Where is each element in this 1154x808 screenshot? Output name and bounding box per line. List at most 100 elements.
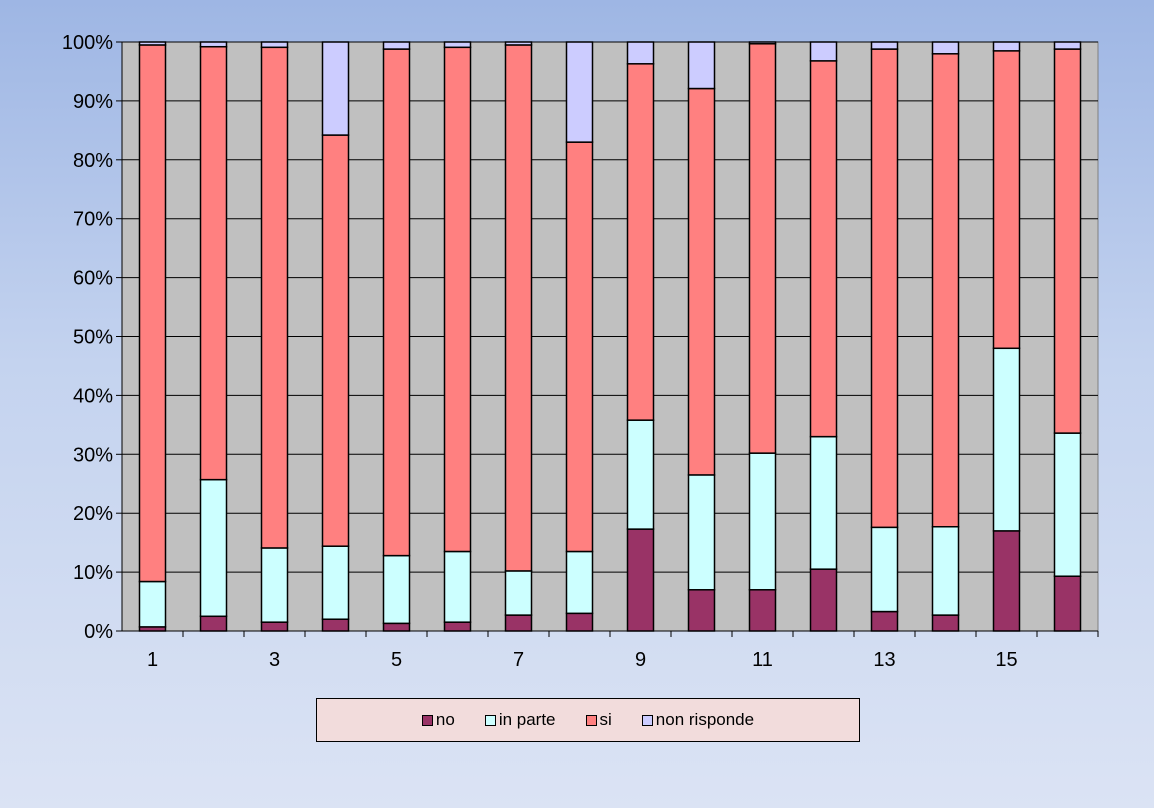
x-tick-label: 13 <box>873 649 895 671</box>
y-tick-label: 70% <box>73 209 113 231</box>
y-tick-label: 100% <box>62 32 113 54</box>
bar-segment <box>748 452 777 591</box>
legend-item: no <box>421 710 455 730</box>
bars <box>138 41 1082 632</box>
bar-segment <box>992 41 1021 52</box>
bar-segment <box>1053 41 1082 50</box>
bar-segment <box>626 41 655 65</box>
legend-swatch <box>421 714 433 726</box>
bar-segment <box>321 134 350 547</box>
bar-segment <box>748 41 777 45</box>
y-tick-labels: 0% 10% 20% 30% 40% 50% 60% 70% 80% 90% 100% <box>62 32 122 643</box>
x-tick-labels: 1 3 5 7 9 11 13 15 <box>147 631 1099 671</box>
bar-segment <box>199 41 228 48</box>
y-tick-label: 20% <box>73 503 113 525</box>
bar-segment <box>748 43 777 454</box>
legend-item: non risponde <box>641 710 755 730</box>
bar-segment <box>1053 48 1082 434</box>
bar-segment <box>748 589 777 632</box>
legend-swatch <box>641 714 653 726</box>
bar-segment <box>626 528 655 632</box>
bar-segment <box>382 41 411 50</box>
legend-item: si <box>585 710 612 730</box>
bar-segment <box>687 474 716 591</box>
bar-segment <box>321 545 350 620</box>
legend-label: si <box>599 710 612 729</box>
legend: no in parte si non risponde <box>316 698 860 742</box>
bar-segment <box>260 41 289 49</box>
bar-segment <box>199 45 228 481</box>
y-tick-label: 10% <box>73 562 113 584</box>
bar-segment <box>1053 432 1082 577</box>
y-tick-label: 60% <box>73 268 113 290</box>
bar-segment <box>138 580 167 628</box>
bar-segment <box>687 87 716 476</box>
bar-segment <box>1053 575 1082 632</box>
legend-swatch <box>484 714 496 726</box>
bar-segment <box>321 41 350 136</box>
y-tick-label: 80% <box>73 150 113 172</box>
bar-segment <box>565 612 594 632</box>
bar-segment <box>260 46 289 549</box>
y-tick-label: 50% <box>73 327 113 349</box>
y-tick-label: 30% <box>73 444 113 466</box>
bar-segment <box>443 621 472 632</box>
bar-segment <box>504 44 533 572</box>
bar-segment <box>199 478 228 618</box>
bar-segment <box>565 41 594 143</box>
bar-segment <box>992 347 1021 532</box>
bar-segment <box>626 63 655 421</box>
bar-segment <box>626 419 655 530</box>
bar-segment <box>870 610 899 632</box>
bar-segment <box>809 41 838 62</box>
bar-segment <box>931 525 960 616</box>
bar-segment <box>565 550 594 615</box>
y-tick-label: 40% <box>73 385 113 407</box>
bar-segment <box>809 568 838 632</box>
legend-label: in parte <box>498 710 556 729</box>
x-tick-label: 9 <box>635 649 646 671</box>
x-tick-label: 11 <box>752 649 773 671</box>
bar-segment <box>992 530 1021 632</box>
legend-label: no <box>435 710 455 729</box>
bar-segment <box>504 614 533 632</box>
bar-segment <box>931 41 960 55</box>
bar-segment <box>687 589 716 632</box>
bar-segment <box>870 526 899 613</box>
bar-segment <box>992 50 1021 350</box>
x-tick-label: 7 <box>513 649 524 671</box>
bar-segment <box>931 614 960 632</box>
bar-segment <box>382 554 411 625</box>
x-tick-label: 1 <box>147 649 158 671</box>
y-tick-label: 90% <box>73 91 113 113</box>
bar-segment <box>138 41 167 46</box>
bar-segment <box>565 141 594 553</box>
legend-swatch <box>585 714 597 726</box>
x-tick-label: 15 <box>995 649 1017 671</box>
bar-segment <box>382 622 411 632</box>
bar-segment <box>443 41 472 49</box>
bar-segment <box>931 53 960 528</box>
bar-segment <box>504 570 533 616</box>
bar-segment <box>809 60 838 438</box>
bar-segment <box>809 435 838 570</box>
bar-segment <box>687 41 716 90</box>
x-tick-label: 5 <box>391 649 402 671</box>
bar-segment <box>138 44 167 583</box>
bar-segment <box>870 41 899 50</box>
legend-item: in parte <box>484 710 556 730</box>
bar-segment <box>382 48 411 557</box>
bar-segment <box>504 41 533 46</box>
bar-segment <box>199 615 228 632</box>
bar-segment <box>443 46 472 553</box>
bar-segment <box>870 48 899 529</box>
bar-segment <box>321 618 350 632</box>
legend-label: non risponde <box>655 710 755 729</box>
bar-segment <box>260 621 289 632</box>
bar-segment <box>443 550 472 623</box>
x-tick-label: 3 <box>269 649 280 671</box>
y-tick-label: 0% <box>84 621 113 643</box>
bar-segment <box>260 547 289 623</box>
